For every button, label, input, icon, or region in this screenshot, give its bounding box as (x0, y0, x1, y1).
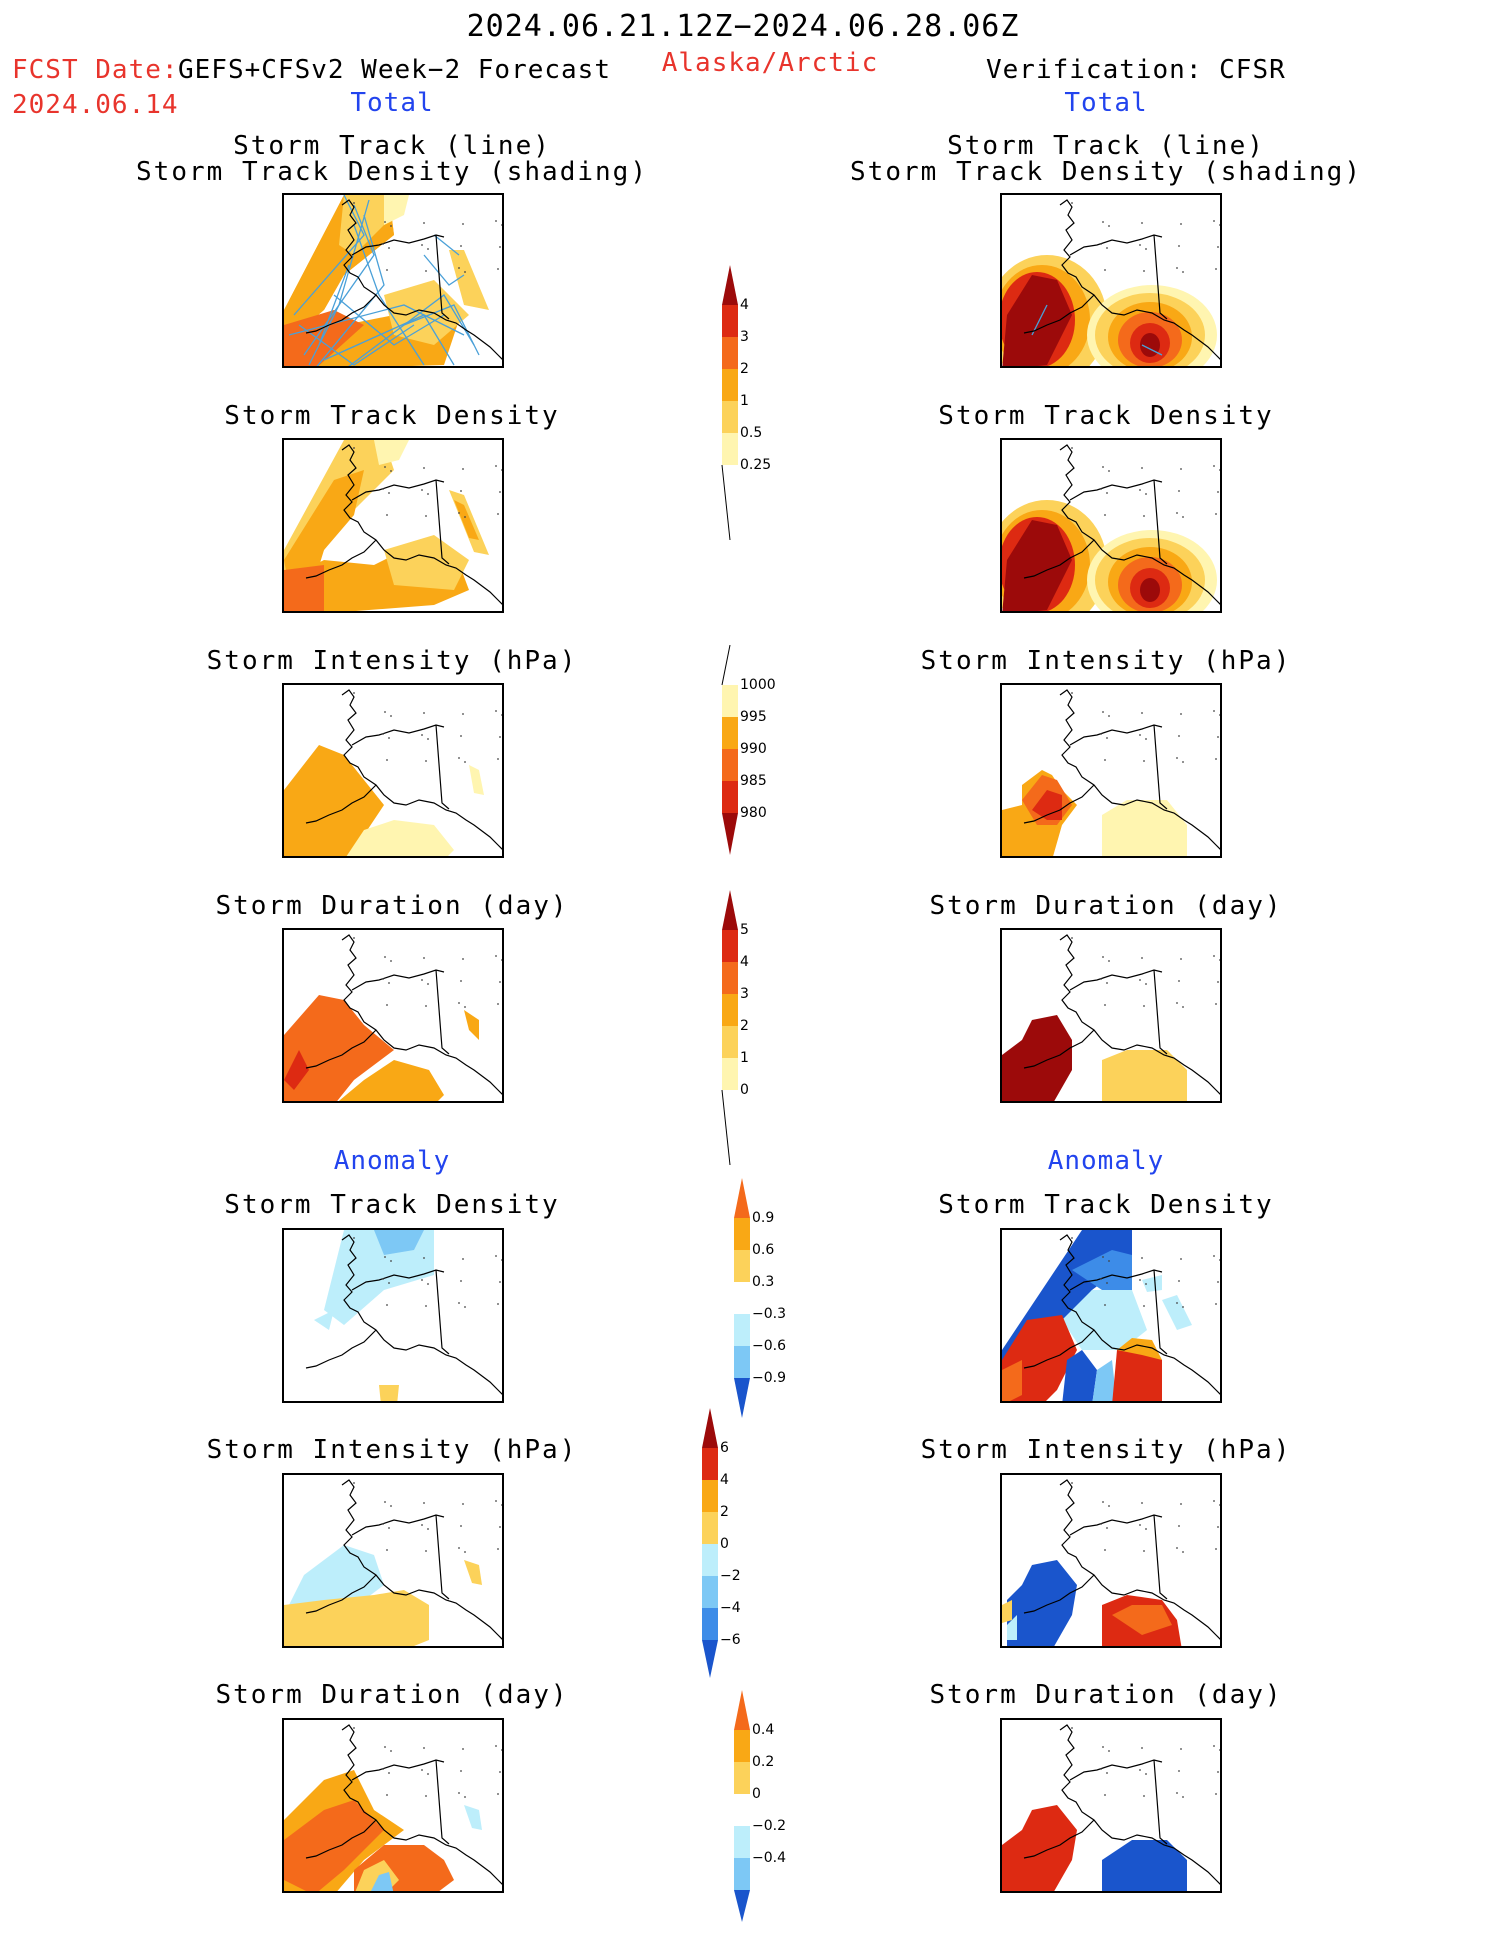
cb6-label: 0 (752, 1786, 761, 1802)
cb3-label: 4 (740, 954, 749, 970)
cb3-label: 3 (740, 986, 749, 1002)
right-anomaly-label: Anomaly (1047, 1146, 1165, 1176)
colorbar-anom-duration: 0.4 0.2 0 −0.2 −0.4 (732, 1690, 786, 1934)
cb3-label: 2 (740, 1018, 749, 1034)
cb5-label: 4 (720, 1472, 729, 1488)
cb5-label: −4 (720, 1600, 741, 1616)
cb3-label: 1 (740, 1050, 749, 1066)
cb5-label: −2 (720, 1568, 741, 1584)
fcst-label: FCST Date: (12, 55, 179, 85)
map-panel-r1 (1000, 193, 1222, 368)
r-p6-title: Storm Intensity (hPa) (920, 1435, 1292, 1465)
cb2-label: 1000 (740, 677, 776, 693)
cb6-label: 0.4 (752, 1722, 775, 1738)
cb5-label: 6 (720, 1440, 729, 1456)
r-p2-title: Storm Track Density (938, 401, 1274, 431)
cb1-label: 2 (740, 361, 749, 377)
r-p4-title: Storm Duration (day) (929, 891, 1283, 921)
cb6-label: −0.4 (752, 1850, 786, 1866)
cb5-label: 2 (720, 1504, 729, 1520)
cb1-label: 1 (740, 393, 749, 409)
cb4-label: −0.6 (752, 1338, 786, 1354)
map-panel-l2 (282, 438, 504, 613)
r-p3-title: Storm Intensity (hPa) (920, 646, 1292, 676)
map-panel-r7 (1000, 1718, 1222, 1893)
l-p3-title: Storm Intensity (hPa) (206, 646, 578, 676)
cb5-label: −6 (720, 1632, 741, 1648)
fcst-model: GEFS+CFSv2 Week−2 Forecast (178, 55, 611, 85)
r-p7-title: Storm Duration (day) (929, 1680, 1283, 1710)
cb1-label: 4 (740, 297, 749, 313)
map-panel-r6 (1000, 1473, 1222, 1648)
cb4-label: −0.3 (752, 1306, 786, 1322)
cb2-label: 980 (740, 805, 767, 821)
verification-label: Verification: CFSR (986, 55, 1286, 85)
colorbar-anom-intensity: 6 4 2 0 −2 −4 −6 (700, 1408, 741, 1722)
r-p5-title: Storm Track Density (938, 1190, 1274, 1220)
map-panel-l5 (282, 1228, 504, 1403)
cb2-label: 995 (740, 709, 767, 725)
colorbar-duration: 5 4 3 2 1 0 (720, 890, 749, 1174)
map-panel-l3 (282, 683, 504, 858)
map-panel-r5 (1000, 1228, 1222, 1403)
l-p1-title2: Storm Track Density (shading) (136, 157, 648, 187)
map-panel-r2 (1000, 438, 1222, 613)
cb5-label: 0 (720, 1536, 729, 1552)
cb6-label: −0.2 (752, 1818, 786, 1834)
cb4-label: −0.9 (752, 1370, 786, 1386)
right-total-label: Total (1064, 88, 1148, 118)
cb4-label: 0.3 (752, 1274, 775, 1290)
cb1-label: 0.5 (740, 425, 763, 441)
fcst-date: 2024.06.14 (12, 90, 179, 120)
l-p1-title1: Storm Track (line) (233, 131, 551, 161)
cb4-label: 0.6 (752, 1242, 775, 1258)
map-panel-l6 (282, 1473, 504, 1648)
l-p5-title: Storm Track Density (224, 1190, 560, 1220)
date-range-title: 2024.06.21.12Z−2024.06.28.06Z (466, 9, 1020, 44)
l-p7-title: Storm Duration (day) (215, 1680, 569, 1710)
map-panel-l4 (282, 928, 504, 1103)
l-p2-title: Storm Track Density (224, 401, 560, 431)
l-p6-title: Storm Intensity (hPa) (206, 1435, 578, 1465)
map-panel-r3 (1000, 683, 1222, 858)
left-total-label: Total (350, 88, 434, 118)
cb3-label: 5 (740, 922, 749, 938)
cb2-label: 985 (740, 773, 767, 789)
cb2-label: 990 (740, 741, 767, 757)
map-panel-l1 (282, 193, 504, 368)
cb6-label: 0.2 (752, 1754, 775, 1770)
colorbar-intensity: 1000 995 990 985 980 (720, 644, 776, 889)
cb3-label: 0 (740, 1082, 749, 1098)
map-panel-l7 (282, 1718, 504, 1893)
r-p1-title2: Storm Track Density (shading) (850, 157, 1362, 187)
colorbar-track-density: 4 3 2 1 0.5 0.25 (720, 265, 771, 549)
l-p4-title: Storm Duration (day) (215, 891, 569, 921)
r-p1-title1: Storm Track (line) (947, 131, 1265, 161)
cb1-label: 3 (740, 329, 749, 345)
map-panel-r4 (1000, 928, 1222, 1103)
cb4-label: 0.9 (752, 1210, 775, 1226)
colorbar-anom-density: 0.9 0.6 0.3 −0.3 −0.6 −0.9 (732, 1178, 786, 1462)
region-label: Alaska/Arctic (661, 48, 879, 78)
left-anomaly-label: Anomaly (333, 1146, 451, 1176)
cb1-label: 0.25 (740, 457, 772, 473)
